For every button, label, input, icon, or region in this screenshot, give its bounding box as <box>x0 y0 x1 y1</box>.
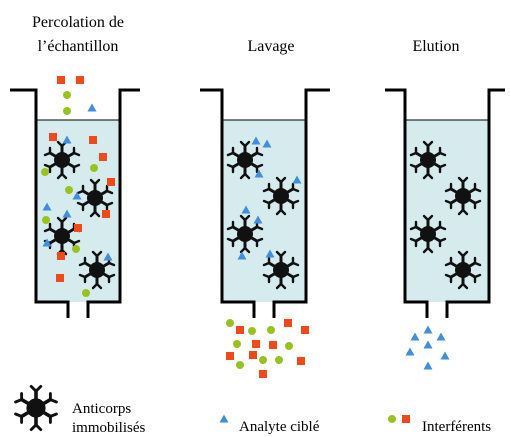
legend: Anticorps immobilisés Analyte ciblé Inte… <box>13 384 491 436</box>
interferent-square-icon <box>49 133 57 141</box>
legend-antibody-icon <box>13 384 59 432</box>
column-wall <box>10 88 140 318</box>
interferent-square-icon <box>249 351 257 359</box>
interferent-circle-icon <box>41 168 49 176</box>
interferent-circle-icon <box>63 91 71 99</box>
column-wall <box>385 88 505 318</box>
interferent-square-icon <box>107 178 115 186</box>
interferent-circle-icon <box>82 289 90 297</box>
interferent-square-icon <box>236 326 244 334</box>
liquid-fill <box>222 120 306 302</box>
analyte-triangle-icon <box>436 332 446 341</box>
analyte-triangle-icon <box>87 103 97 112</box>
legend-analyte-label: Analyte ciblé <box>239 419 320 435</box>
eluted-analytes <box>405 325 450 370</box>
column-lavage <box>200 88 330 318</box>
interferent-square-icon <box>56 274 64 282</box>
legend-analyte-icon <box>219 414 229 423</box>
analyte-triangle-icon <box>423 325 433 334</box>
legend-antibody-line2: immobilisés <box>72 420 146 436</box>
interferent-circle-icon <box>72 245 80 253</box>
analyte-triangle-icon <box>405 347 415 356</box>
step1-title-line1: Percolation de <box>32 14 124 31</box>
step3-title: Elution <box>412 38 459 55</box>
interferent-square-icon <box>269 341 277 349</box>
interferent-square-icon <box>252 340 260 348</box>
liquid-fill <box>405 120 489 302</box>
interferent-square-icon <box>57 252 65 260</box>
interferent-circle-icon <box>233 340 241 348</box>
interferent-circle-icon <box>275 356 283 364</box>
interferent-square-icon <box>99 153 107 161</box>
washed-interferents <box>226 319 309 378</box>
step2-title: Lavage <box>247 38 294 55</box>
analyte-triangle-icon <box>440 351 450 360</box>
analyte-triangle-icon <box>423 340 433 349</box>
interferent-circle-icon <box>236 361 244 369</box>
column-percolation <box>10 76 140 318</box>
interferent-circle-icon <box>63 107 71 115</box>
interferent-circle-icon <box>285 342 293 350</box>
step1-title-line2: l’échantillon <box>38 38 119 55</box>
interferent-square-icon <box>89 136 97 144</box>
interferent-circle-icon <box>42 216 50 224</box>
legend-interferent-square-icon <box>402 415 410 423</box>
legend-antibody-line1: Anticorps <box>72 401 131 417</box>
column-elution <box>385 88 505 318</box>
legend-interferents-label: Interférents <box>422 419 491 435</box>
interferent-square-icon <box>76 76 84 84</box>
interferent-circle-icon <box>267 326 275 334</box>
interferent-square-icon <box>301 326 309 334</box>
interferent-square-icon <box>259 370 267 378</box>
analyte-triangle-icon <box>410 332 420 341</box>
interferent-square-icon <box>57 76 65 84</box>
interferent-square-icon <box>284 319 292 327</box>
interferent-square-icon <box>102 210 110 218</box>
interferent-square-icon <box>74 224 82 232</box>
interferent-square-icon <box>226 352 234 360</box>
analyte-triangle-icon <box>423 361 433 370</box>
interferent-circle-icon <box>65 186 73 194</box>
interferent-square-icon <box>297 357 305 365</box>
interferent-circle-icon <box>90 164 98 172</box>
interferent-circle-icon <box>226 319 234 327</box>
interferent-circle-icon <box>248 327 256 335</box>
legend-interferent-circle-icon <box>388 415 396 423</box>
interferent-circle-icon <box>259 356 267 364</box>
column-wall <box>200 88 330 318</box>
